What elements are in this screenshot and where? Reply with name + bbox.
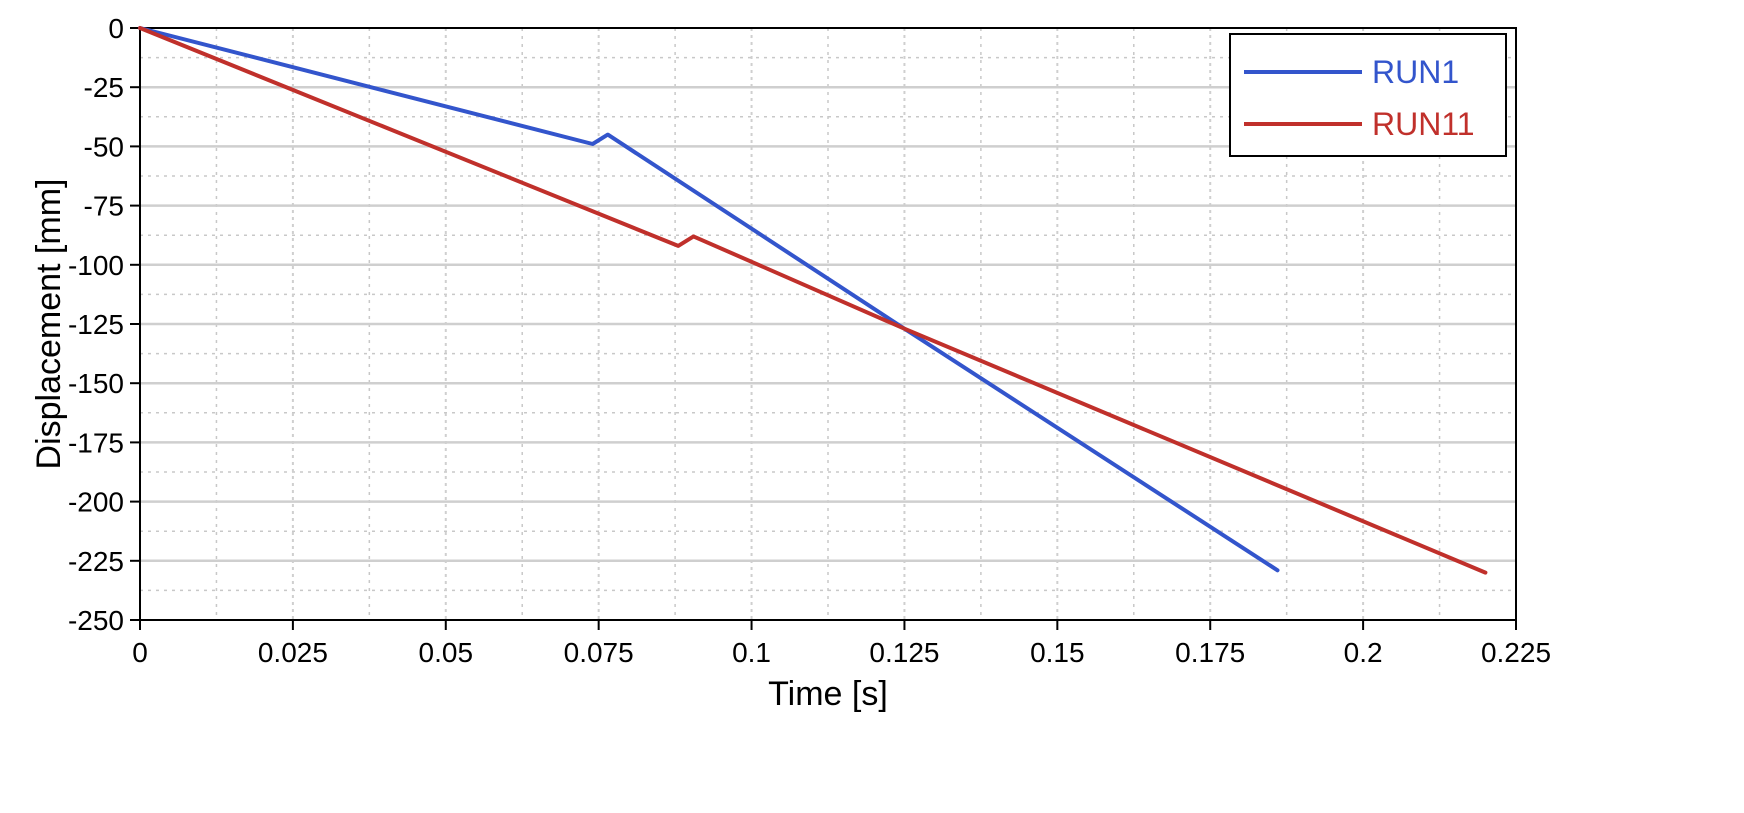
y-tick-label: 0 <box>108 13 124 44</box>
x-tick-label: 0.15 <box>1030 637 1085 668</box>
x-tick-label: 0.075 <box>564 637 634 668</box>
x-tick-label: 0.125 <box>869 637 939 668</box>
series-lines <box>138 26 1488 575</box>
x-tick-label: 0.025 <box>258 637 328 668</box>
y-tick-label: -250 <box>68 605 124 636</box>
y-tick-label: -100 <box>68 250 124 281</box>
y-tick-label: -50 <box>84 131 124 162</box>
x-tick-label: 0.175 <box>1175 637 1245 668</box>
x-tick-label: 0.1 <box>732 637 771 668</box>
y-tick-label: -150 <box>68 368 124 399</box>
x-axis-ticks: 0 0.025 0.05 0.075 0.1 0.125 0.15 0.175 0.2 0.225 <box>132 620 1551 668</box>
x-tick-label: 0.225 <box>1481 637 1551 668</box>
x-axis-title: Time [s] <box>768 675 888 713</box>
y-tick-label: -125 <box>68 309 124 340</box>
legend-label-run1: RUN1 <box>1372 54 1459 90</box>
y-tick-label: -25 <box>84 72 124 103</box>
y-tick-label: -75 <box>84 191 124 222</box>
y-tick-label: -175 <box>68 427 124 458</box>
y-axis-title: Displacement [mm] <box>30 179 68 470</box>
y-axis-ticks: 0 -25 -50 -75 -100 -125 -150 -175 -200 -225 -250 <box>68 13 140 636</box>
series-line-run11 <box>138 26 1488 575</box>
legend-label-run11: RUN11 <box>1372 106 1475 142</box>
y-tick-label: -225 <box>68 546 124 577</box>
x-tick-label: 0.2 <box>1344 637 1383 668</box>
series-line-run1 <box>138 26 1280 573</box>
legend-box <box>1229 33 1507 157</box>
x-tick-label: 0 <box>132 637 148 668</box>
x-tick-label: 0.05 <box>419 637 474 668</box>
legend: RUN1 RUN11 <box>1229 33 1507 157</box>
y-tick-label: -200 <box>68 487 124 518</box>
